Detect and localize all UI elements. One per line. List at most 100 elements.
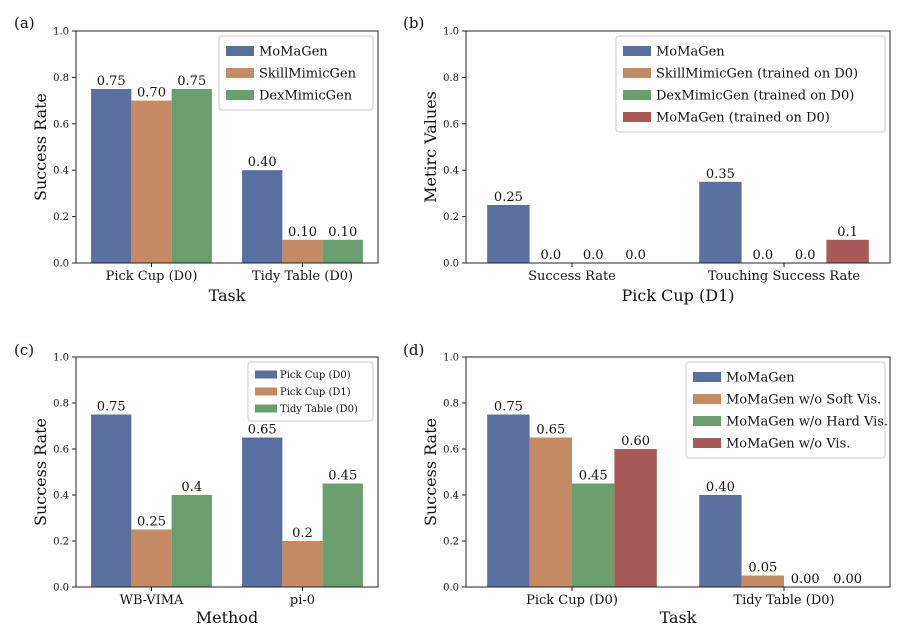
data-label: 0.0	[625, 248, 646, 263]
data-label: 0.0	[795, 248, 816, 263]
legend-label: MoMaGen w/o Soft Vis.	[726, 393, 881, 408]
data-label: 0.10	[288, 225, 317, 240]
legend-swatch	[693, 394, 721, 404]
legend-swatch	[255, 370, 277, 379]
legend-label: DexMimicGen (trained on D0)	[656, 89, 854, 104]
data-label: 0.1	[837, 225, 858, 240]
panel-letter: (c)	[14, 341, 34, 359]
data-label: 0.40	[248, 155, 277, 170]
legend-label: MoMaGen	[726, 371, 795, 386]
y-tick-label: 0.2	[443, 212, 459, 223]
x-axis-title: Task	[209, 286, 246, 305]
legend-swatch	[226, 68, 254, 78]
data-label: 0.60	[621, 434, 650, 449]
bar	[699, 495, 742, 587]
data-label: 0.65	[536, 423, 565, 438]
y-tick-label: 0.4	[443, 491, 459, 502]
y-tick-label: 0.0	[443, 259, 459, 270]
legend-box	[615, 35, 886, 133]
legend-label: Tidy Table (D0)	[280, 404, 358, 415]
x-tick-label: Tidy Table (D0)	[252, 269, 353, 284]
plot-frame	[465, 30, 891, 264]
y-tick-label: 0.0	[443, 583, 459, 594]
x-tick-label: pi-0	[290, 593, 315, 608]
chart-panel-4: (d) 0.75 0.40 0.65 0.05 0.45 0.00 0.60 0.00 0.0 0.…	[403, 341, 891, 627]
x-tick-label: Tidy Table (D0)	[733, 593, 834, 608]
x-tick-label: WB-VIMA	[120, 593, 184, 608]
legend-label: MoMaGen	[656, 45, 725, 60]
y-tick-label: 1.0	[53, 27, 69, 38]
data-label: 0.75	[97, 74, 126, 89]
y-tick-label: 0.0	[53, 583, 69, 594]
y-tick-label: 0.4	[53, 166, 69, 177]
x-tick-label: Pick Cup (D0)	[106, 269, 198, 284]
bar	[529, 437, 572, 587]
legend: MoMaGen SkillMimicGen DexMimicGen	[218, 35, 374, 111]
y-tick-label: 0.6	[53, 445, 69, 456]
data-label: 0.05	[748, 561, 777, 576]
legend-swatch	[623, 90, 651, 100]
legend-label: SkillMimicGen	[259, 67, 357, 82]
legend: MoMaGen SkillMimicGen (trained on D0) DexM…	[615, 35, 886, 133]
y-tick-label: 0.2	[443, 537, 459, 548]
legend-label: MoMaGen (trained on D0)	[656, 111, 830, 126]
bar	[242, 170, 283, 263]
bar	[741, 575, 784, 587]
bar	[487, 414, 530, 587]
bar	[131, 529, 172, 587]
legend-swatch	[693, 372, 721, 382]
y-tick-label: 0.8	[443, 399, 459, 410]
panel-letter: (a)	[14, 14, 35, 32]
legend: Pick Cup (D0) Pick Cup (D1) Tidy Table (D0…	[247, 361, 374, 422]
data-label: 0.00	[833, 572, 862, 587]
y-tick-label: 0.8	[443, 73, 459, 84]
bar	[826, 239, 869, 263]
bar	[282, 239, 323, 263]
legend-swatch	[255, 387, 277, 396]
data-label: 0.75	[97, 400, 126, 415]
chart-panel-3: (c) 0.75 0.65 0.25 0.2 0.4 0.45 0.0 0.2 0.4 0.6 0.8…	[14, 341, 379, 627]
data-label: 0.10	[328, 225, 357, 240]
y-tick-label: 0.6	[443, 445, 459, 456]
bar	[91, 414, 132, 587]
y-tick-label: 0.4	[443, 166, 459, 177]
legend-swatch	[623, 68, 651, 78]
legend-label: MoMaGen	[259, 45, 328, 60]
bar	[131, 100, 172, 263]
data-label: 0.0	[583, 248, 604, 263]
legend-label: Pick Cup (D0)	[280, 370, 351, 381]
legend-swatch	[693, 416, 721, 426]
legend-label: MoMaGen w/o Vis.	[726, 437, 850, 452]
y-tick-label: 1.0	[53, 353, 69, 364]
legend: MoMaGen MoMaGen w/o Soft Vis. MoMaGen w/o …	[685, 361, 888, 459]
bar	[322, 239, 363, 263]
x-axis-title: Pick Cup (D1)	[622, 286, 735, 305]
data-label: 0.35	[706, 167, 735, 182]
plot-frame	[75, 30, 379, 264]
data-label: 0.2	[292, 526, 313, 541]
x-tick-label: Touching Success Rate	[708, 269, 861, 284]
panel-letter: (d)	[403, 341, 424, 359]
bar	[171, 89, 212, 263]
legend-box	[685, 361, 886, 459]
y-tick-label: 0.8	[53, 73, 69, 84]
legend-label: SkillMimicGen (trained on D0)	[656, 67, 858, 82]
legend-box	[247, 361, 374, 422]
y-axis-title: Success Rate	[31, 418, 50, 526]
data-label: 0.4	[181, 480, 202, 495]
y-tick-label: 0.2	[53, 212, 69, 223]
bar	[614, 449, 657, 587]
bar	[699, 181, 742, 263]
bar	[242, 437, 283, 587]
legend-swatch	[693, 438, 721, 448]
y-axis-title: Success Rate	[31, 93, 50, 201]
data-label: 0.45	[328, 469, 357, 484]
data-label: 0.45	[579, 469, 608, 484]
bar	[91, 89, 132, 263]
data-label: 0.75	[494, 400, 523, 415]
plot-frame	[75, 356, 379, 588]
legend-swatch	[226, 46, 254, 56]
x-tick-label: Pick Cup (D0)	[526, 593, 618, 608]
x-axis-title: Method	[196, 608, 258, 627]
